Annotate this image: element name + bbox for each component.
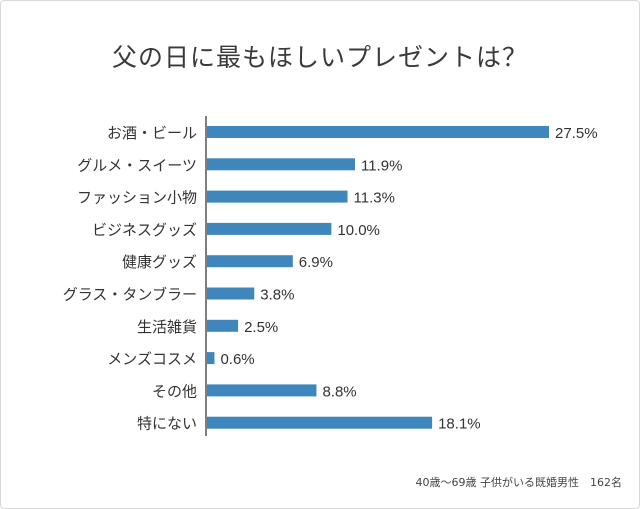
category-label: ビジネスグッズ xyxy=(92,221,197,239)
value-label: 8.8% xyxy=(322,383,356,400)
value-label: 2.5% xyxy=(244,319,278,336)
bar xyxy=(207,126,549,138)
value-label: 0.6% xyxy=(220,351,254,368)
value-label: 3.8% xyxy=(260,287,294,304)
category-label: メンズコスメ xyxy=(107,350,197,368)
category-label: その他 xyxy=(152,382,197,400)
bar xyxy=(207,319,239,332)
value-label: 11.9% xyxy=(361,157,402,174)
category-label: グルメ・スイーツ xyxy=(77,156,197,174)
value-label: 18.1% xyxy=(438,416,481,433)
bar xyxy=(207,384,317,397)
value-label: 27.5% xyxy=(555,125,598,142)
bar xyxy=(207,222,332,235)
bar xyxy=(207,416,433,429)
survey-footnote: 40歳〜69歳 子供がいる既婚男性 162名 xyxy=(415,476,623,489)
category-label: 特にない xyxy=(137,415,197,433)
value-label: 11.3% xyxy=(354,190,395,207)
category-label: 健康グッズ xyxy=(122,253,197,271)
value-label: 6.9% xyxy=(299,254,333,271)
bar xyxy=(207,158,355,171)
chart-title: 父の日に最もほしいプレゼントは？ xyxy=(111,43,528,72)
category-label: ファッション小物 xyxy=(77,189,197,207)
category-label: 生活雑貨 xyxy=(137,318,197,336)
bar xyxy=(207,287,255,300)
category-label: グラス・タンブラー xyxy=(63,286,197,304)
bar xyxy=(207,190,348,203)
bar xyxy=(207,255,293,268)
bar xyxy=(207,352,215,365)
value-label: 10.0% xyxy=(337,222,380,239)
category-label: お酒・ビール xyxy=(107,124,197,142)
